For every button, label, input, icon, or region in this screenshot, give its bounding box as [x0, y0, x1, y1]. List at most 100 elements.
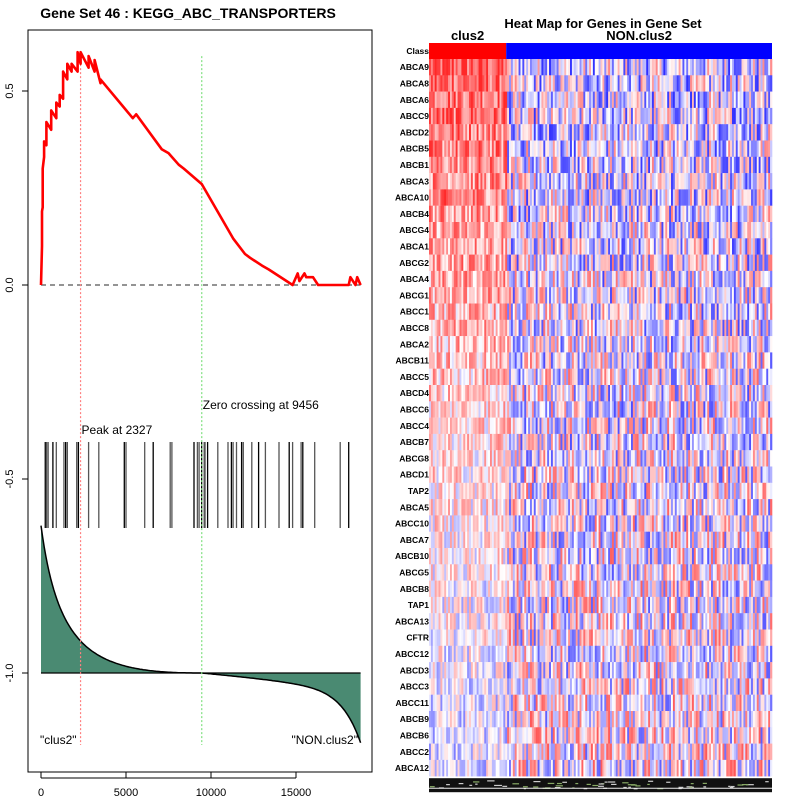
heatmap-cell: [463, 140, 466, 157]
heatmap-cell: [449, 450, 453, 467]
heatmap-cell: [718, 75, 721, 92]
heatmap-cell: [644, 173, 647, 190]
heatmap-cell: [650, 270, 653, 288]
heatmap-cell: [745, 75, 748, 92]
heatmap-cell: [507, 466, 510, 483]
heatmap-cell: [539, 173, 542, 190]
heatmap-cell: [438, 124, 441, 141]
heatmap-cell: [432, 254, 436, 272]
heatmap-cell: [680, 401, 683, 418]
heatmap-cell: [705, 319, 708, 337]
heatmap-cell: [554, 140, 557, 157]
heatmap-cell: [577, 287, 580, 304]
heatmap-cell: [590, 417, 594, 435]
heatmap-cell: [587, 173, 590, 190]
heatmap-cell: [451, 336, 455, 353]
heatmap-cell: [449, 352, 453, 369]
heatmap-cell: [768, 401, 771, 418]
heatmap-cell: [749, 466, 752, 483]
heatmap-cell: [743, 222, 746, 239]
heatmap-cell: [731, 91, 735, 109]
heatmap-cell: [451, 303, 455, 320]
heatmap-cell: [613, 156, 617, 174]
heatmap-cell: [724, 59, 727, 76]
heatmap-cell: [566, 189, 569, 206]
heatmap-cell: [766, 238, 769, 255]
heatmap-cell: [648, 270, 651, 288]
heatmap-cell: [674, 173, 678, 190]
heatmap-cell: [461, 368, 464, 386]
heatmap-cell: [583, 205, 586, 223]
heatmap-cell: [539, 368, 542, 386]
heatmap-cell: [484, 222, 487, 239]
heatmap-cell: [499, 482, 502, 500]
heatmap-cell: [709, 91, 712, 109]
heatmap-cell: [752, 205, 756, 223]
heatmap-cell: [760, 124, 763, 141]
heatmap-cell: [728, 401, 731, 418]
heatmap-cell: [510, 91, 514, 109]
heatmap-cell: [512, 433, 516, 451]
heatmap-cell: [678, 222, 681, 239]
heatmap-cell: [528, 385, 531, 402]
heatmap-cell: [444, 385, 447, 402]
heatmap-cell: [505, 385, 508, 402]
heatmap-cell: [429, 59, 432, 76]
heatmap-cell: [522, 450, 525, 467]
heatmap-cell: [747, 140, 750, 157]
heatmap-cell: [501, 287, 504, 304]
heatmap-cell: [737, 205, 740, 223]
heatmap-cell: [493, 254, 496, 272]
heatmap-cell: [621, 59, 624, 76]
heatmap-cell: [722, 254, 725, 272]
heatmap-cell: [469, 352, 472, 369]
heatmap-cell: [489, 287, 493, 304]
heatmap-cell: [663, 140, 666, 157]
heatmap-cell: [512, 270, 516, 288]
heatmap-cell: [499, 433, 502, 451]
heatmap-cell: [718, 59, 721, 76]
heatmap-cell: [432, 91, 436, 109]
heatmap-cell: [671, 222, 674, 239]
heatmap-cell: [549, 287, 552, 304]
heatmap-cell: [444, 466, 447, 483]
heatmap-cell: [691, 450, 695, 467]
heatmap-cell: [722, 385, 725, 402]
heatmap-cell: [566, 466, 569, 483]
heatmap-cell: [695, 59, 698, 76]
heatmap-cell: [501, 450, 504, 467]
heatmap-cell: [651, 107, 655, 125]
heatmap-cell: [657, 433, 660, 451]
heatmap-cell: [602, 287, 605, 304]
heatmap-cell: [680, 352, 683, 369]
heatmap-cell: [583, 75, 586, 92]
heatmap-cell: [741, 222, 744, 239]
heatmap-cell: [659, 336, 662, 353]
heatmap-cell: [653, 368, 657, 386]
heatmap-cell: [674, 156, 678, 174]
heatmap-cell: [682, 450, 685, 467]
heatmap-cell: [541, 124, 544, 141]
heatmap-cell: [661, 352, 664, 369]
heatmap-cell: [655, 140, 658, 157]
heatmap-cell: [625, 156, 628, 174]
heatmap-cell: [762, 287, 765, 304]
heatmap-cell: [545, 156, 548, 174]
heatmap-cell: [442, 238, 445, 255]
heatmap-cell: [646, 124, 649, 141]
heatmap-cell: [549, 205, 552, 223]
heatmap-cell: [684, 319, 687, 337]
heatmap-cell: [476, 385, 479, 402]
heatmap-cell: [735, 205, 738, 223]
heatmap-cell: [598, 287, 601, 304]
heatmap-cell: [630, 140, 634, 157]
heatmap-cell: [474, 433, 477, 451]
heatmap-cell: [539, 466, 542, 483]
heatmap-cell: [493, 287, 496, 304]
heatmap-cell: [526, 385, 529, 402]
heatmap-cell: [678, 107, 681, 125]
heatmap-cell: [549, 254, 552, 272]
heatmap-cell: [539, 140, 542, 157]
heatmap-cell: [770, 385, 773, 402]
heatmap-cell: [429, 466, 432, 483]
